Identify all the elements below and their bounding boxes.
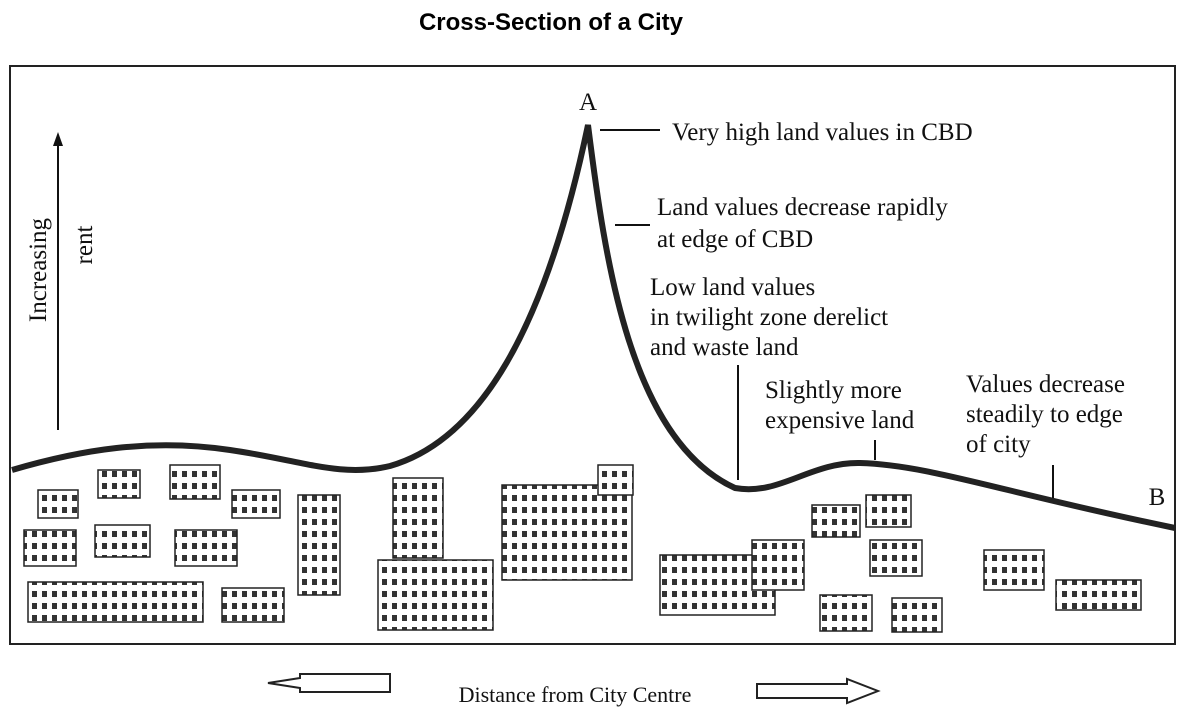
title: Cross-Section of a City	[419, 9, 684, 36]
y-axis-label: rent	[71, 226, 98, 265]
annotation: Low land values	[650, 274, 815, 301]
point-b: B	[1149, 484, 1166, 511]
annotation: at edge of CBD	[657, 226, 813, 253]
left-arrow	[267, 673, 391, 693]
annotation: in twilight zone derelict	[650, 304, 888, 331]
annotation: steadily to edge	[966, 401, 1123, 428]
x-axis-label: Distance from City Centre	[459, 682, 692, 707]
frame	[9, 65, 1176, 645]
annotation: Slightly more	[765, 377, 902, 404]
annotation: of city	[966, 431, 1031, 458]
annotation: Very high land values in CBD	[672, 119, 973, 146]
annotation: Values decrease	[966, 371, 1125, 398]
annotation: and waste land	[650, 334, 799, 361]
annotation: Land values decrease rapidly	[657, 194, 948, 221]
annotation: expensive land	[765, 407, 915, 434]
point-a: A	[579, 89, 597, 116]
right-arrow	[756, 677, 881, 705]
rent-curve	[11, 124, 1176, 531]
rent-arrowhead	[53, 132, 63, 146]
y-axis-label: Increasing	[25, 217, 52, 322]
buildings	[23, 464, 1142, 633]
